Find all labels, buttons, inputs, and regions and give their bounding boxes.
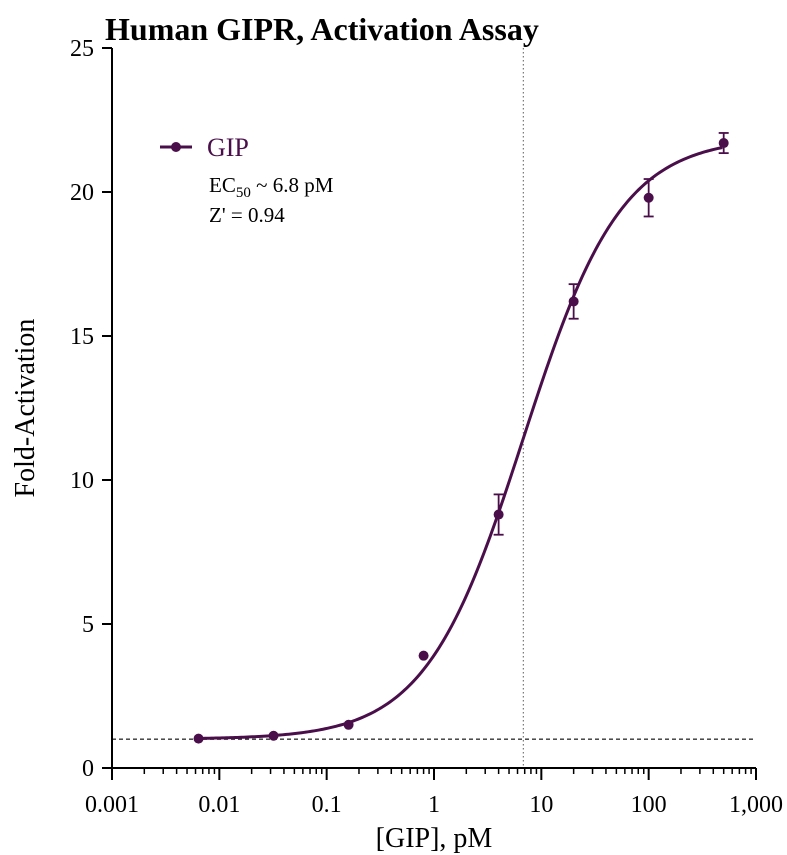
x-tick-label: 0.001 (85, 792, 139, 818)
y-tick-label: 15 (70, 324, 94, 350)
legend: GIP (160, 133, 249, 162)
x-axis-label: [GIP], pM (376, 823, 493, 854)
data-point (493, 509, 504, 520)
y-tick-label: 5 (82, 612, 94, 638)
fit-curve-gip (198, 146, 723, 740)
data-point (718, 138, 729, 149)
data-point (268, 730, 279, 741)
x-tick-label: 10 (529, 792, 553, 818)
ec50-suffix: ~ 6.8 pM (251, 173, 334, 197)
legend-point-marker (171, 142, 181, 152)
data-point (568, 296, 579, 307)
z-prime-annotation: Z' = 0.94 (209, 203, 285, 227)
data-point (193, 733, 204, 744)
x-axis-ticks: 0.001 0.01 0.1 1 10 100 1,000 (85, 768, 783, 818)
x-tick-label: 0.1 (312, 792, 342, 818)
x-tick-label: 1 (428, 792, 440, 818)
chart-title: Human GIPR, Activation Assay (105, 11, 539, 47)
plot-area (112, 48, 756, 768)
y-axis-ticks: 0 5 10 15 20 25 (70, 36, 112, 782)
ec50-subscript: 50 (236, 185, 251, 201)
x-tick-label: 1,000 (729, 792, 783, 818)
ec50-prefix: EC (209, 173, 236, 197)
y-tick-label: 0 (82, 756, 94, 782)
y-axis-label: Fold-Activation (10, 319, 41, 498)
y-tick-label: 20 (70, 180, 94, 206)
x-tick-label: 0.01 (198, 792, 240, 818)
y-tick-label: 10 (70, 468, 94, 494)
legend-label-gip: GIP (207, 133, 249, 162)
data-point (418, 650, 429, 661)
data-point (343, 719, 354, 730)
data-point (643, 192, 654, 203)
y-tick-label: 25 (70, 36, 94, 62)
x-tick-label: 100 (631, 792, 667, 818)
ec50-annotation: EC50 ~ 6.8 pM (209, 173, 334, 201)
